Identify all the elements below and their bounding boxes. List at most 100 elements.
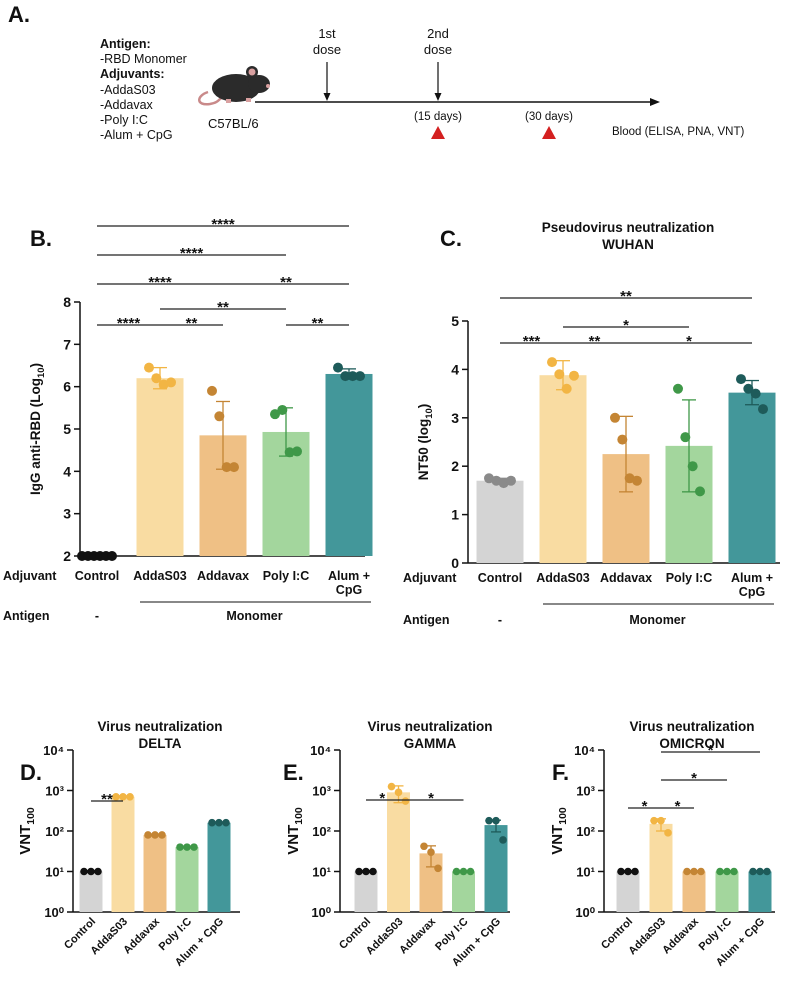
dose-arrow-head bbox=[434, 93, 442, 101]
adjuvant: -Poly I:C bbox=[100, 113, 148, 127]
data-point bbox=[617, 867, 625, 876]
data-point bbox=[333, 362, 343, 373]
data-point bbox=[112, 792, 120, 801]
data-point bbox=[547, 357, 557, 368]
data-point bbox=[362, 867, 370, 876]
y-tick-label: 5 bbox=[63, 421, 71, 437]
x-tick-label: Addavax bbox=[660, 915, 702, 957]
antigen-label: Monomer bbox=[629, 613, 685, 627]
chart-title: GAMMA bbox=[404, 736, 457, 751]
y-tick-label: 10⁰ bbox=[311, 905, 331, 920]
data-point bbox=[697, 867, 705, 876]
significance-label: **** bbox=[180, 245, 204, 262]
panel-a: A. Antigen: -RBD Monomer Adjuvants: -Add… bbox=[8, 2, 744, 142]
panel-letter: F. bbox=[552, 760, 569, 785]
dose-label: 2nd bbox=[427, 26, 449, 41]
chart-title: Virus neutralization bbox=[629, 719, 754, 734]
y-axis-label-part: VNT bbox=[285, 825, 302, 855]
chart-panel: C. Pseudovirus neutralization WUHAN NT50 (l… bbox=[403, 220, 780, 627]
significance-label: * bbox=[708, 742, 714, 759]
chart-panel: F. Virus neutralization OMICRON VNT100 10⁰ 10… bbox=[549, 719, 775, 969]
data-point bbox=[657, 816, 665, 825]
data-point bbox=[434, 864, 442, 873]
data-point bbox=[506, 475, 516, 486]
dose-arrow-head bbox=[323, 93, 331, 101]
dose-label: dose bbox=[313, 42, 341, 57]
bar bbox=[728, 392, 776, 563]
y-tick-label: 3 bbox=[451, 410, 459, 426]
y-tick-label: 8 bbox=[63, 294, 71, 310]
adjuvant: -Addavax bbox=[100, 98, 154, 112]
antigen-label: - bbox=[95, 609, 99, 623]
data-point bbox=[687, 461, 698, 472]
x-tick-label: Alum + CpG bbox=[731, 571, 773, 599]
significance-label: * bbox=[691, 770, 697, 787]
y-tick-label: 4 bbox=[63, 463, 71, 479]
data-point bbox=[569, 370, 579, 381]
data-point bbox=[610, 412, 620, 423]
y-tick-label: 5 bbox=[451, 313, 459, 329]
y-tick-label: 10² bbox=[576, 824, 595, 839]
row-label: Adjuvant bbox=[403, 571, 457, 585]
significance-label: ** bbox=[589, 333, 601, 350]
data-point bbox=[756, 867, 764, 876]
bar bbox=[484, 825, 508, 912]
chart-title: OMICRON bbox=[659, 736, 724, 751]
strain: C57BL/6 bbox=[208, 116, 259, 131]
data-point bbox=[763, 867, 771, 876]
data-point bbox=[183, 843, 191, 851]
adjuvant: -AddaS03 bbox=[100, 83, 156, 97]
data-point bbox=[215, 818, 223, 827]
data-point bbox=[229, 462, 239, 473]
data-point bbox=[758, 404, 768, 415]
data-point bbox=[680, 432, 691, 443]
bar bbox=[476, 480, 524, 563]
dose-label: dose bbox=[424, 42, 452, 57]
x-tick-label: Alum + CpG bbox=[328, 569, 370, 597]
y-tick-label: 10² bbox=[45, 824, 64, 839]
data-point bbox=[176, 843, 184, 851]
bar bbox=[539, 375, 587, 563]
data-point bbox=[355, 867, 363, 876]
data-point bbox=[743, 383, 754, 394]
panel-letter: E. bbox=[283, 760, 304, 785]
data-point bbox=[94, 867, 102, 876]
antigen: -RBD Monomer bbox=[100, 52, 187, 66]
y-tick-label: 0 bbox=[451, 555, 459, 571]
x-tick-label: Addavax bbox=[121, 915, 163, 957]
y-tick-label: 10¹ bbox=[45, 865, 64, 880]
bar bbox=[111, 796, 135, 912]
y-tick-label: 10² bbox=[312, 824, 331, 839]
data-point bbox=[673, 383, 683, 394]
data-point bbox=[270, 409, 280, 420]
y-tick-label: 7 bbox=[63, 336, 71, 352]
y-tick-label: 2 bbox=[63, 548, 71, 564]
row-label: Adjuvant bbox=[3, 569, 57, 583]
x-tick-label: AddaS03 bbox=[133, 569, 187, 583]
bar bbox=[452, 871, 475, 912]
y-tick-label: 10⁴ bbox=[574, 743, 595, 758]
data-point bbox=[617, 434, 628, 445]
significance-label: *** bbox=[523, 333, 541, 350]
bar bbox=[616, 871, 640, 912]
significance-label: * bbox=[642, 798, 648, 815]
chart-panel: D. Virus neutralization DELTA VNT100 10⁰ 10¹ 1… bbox=[17, 719, 240, 969]
data-point bbox=[427, 848, 435, 856]
data-point bbox=[347, 371, 358, 382]
antigen-label: Monomer bbox=[226, 609, 282, 623]
data-point bbox=[190, 843, 198, 851]
y-tick-label: 10³ bbox=[45, 784, 64, 799]
significance-label: ** bbox=[101, 791, 113, 808]
dose-label: 1st bbox=[318, 26, 336, 41]
y-tick-label: 10⁰ bbox=[44, 905, 64, 920]
x-tick-label: Addavax bbox=[197, 569, 249, 583]
y-axis-label-part: IgG anti-RBD (Log bbox=[28, 378, 43, 495]
data-point bbox=[466, 867, 475, 876]
data-point bbox=[624, 867, 632, 876]
x-tick-label: AddaS03 bbox=[536, 571, 590, 585]
data-point bbox=[716, 867, 724, 876]
y-axis-label-part: 100 bbox=[557, 807, 569, 825]
y-tick-label: 1 bbox=[451, 507, 459, 523]
data-point bbox=[119, 792, 127, 801]
